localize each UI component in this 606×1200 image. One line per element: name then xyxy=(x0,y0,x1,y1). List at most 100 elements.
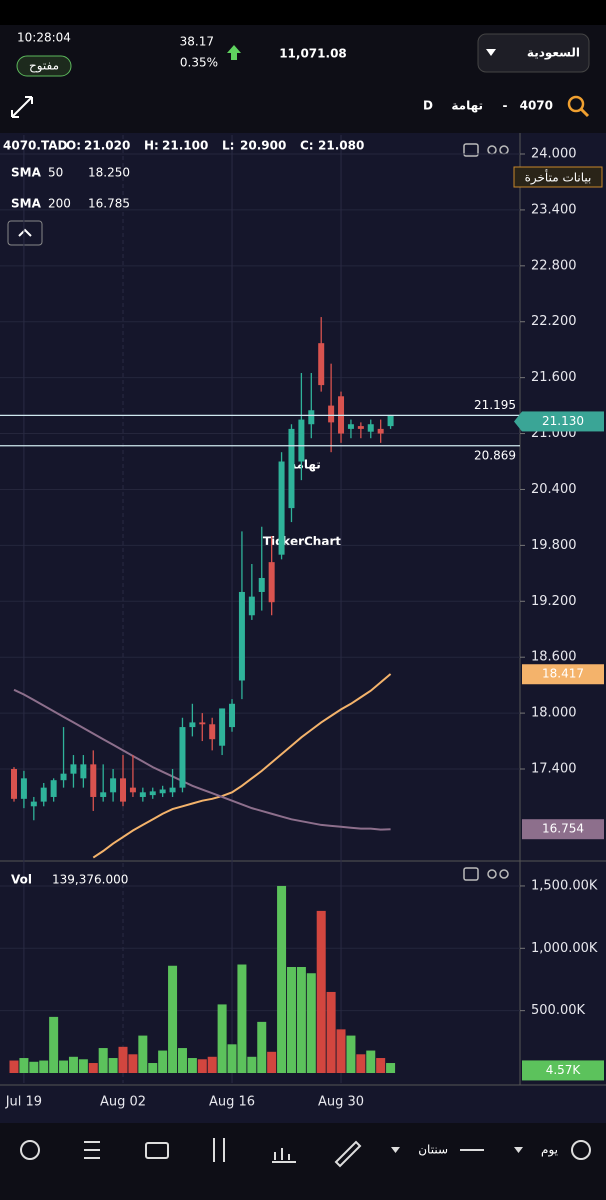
y-tick-label: 20.400 xyxy=(531,482,577,497)
x-tick-label: Jul 19 xyxy=(5,1095,42,1110)
candle-body xyxy=(308,410,315,425)
range-caret[interactable] xyxy=(391,1147,400,1153)
y-tick-label: 18.600 xyxy=(531,650,577,665)
volume-bar xyxy=(366,1050,376,1073)
plot: 21.195 20.869 xyxy=(0,135,525,1083)
drawing-icon[interactable] xyxy=(334,1140,362,1168)
pane-icon[interactable] xyxy=(499,869,509,879)
search-icon[interactable] xyxy=(567,95,585,113)
candle-body xyxy=(30,801,37,807)
collapse-caret xyxy=(18,228,32,237)
volume-bar xyxy=(68,1056,78,1073)
volume-bar xyxy=(376,1058,386,1073)
candle-body xyxy=(20,778,27,799)
indicators-icon[interactable] xyxy=(84,1141,100,1159)
volume-bar xyxy=(356,1054,366,1073)
ohlc-value: 20.900 xyxy=(240,139,286,153)
candle-body xyxy=(209,724,216,740)
y-tick-label: 18.000 xyxy=(531,706,577,721)
x-tick-label: Aug 30 xyxy=(318,1095,364,1110)
volume-bar xyxy=(237,964,247,1073)
candle-body xyxy=(40,787,47,802)
candle-body xyxy=(278,461,285,555)
clock-icon[interactable] xyxy=(571,1140,591,1160)
y-tick-label: 500.00K xyxy=(531,1003,585,1018)
y-tick-label: 19.800 xyxy=(531,538,577,553)
volume-bar xyxy=(306,973,316,1073)
volume-bar xyxy=(29,1061,39,1073)
y-tick-label: 21.600 xyxy=(531,370,577,385)
volume-bar xyxy=(336,1029,346,1073)
y-tick-label: 22.200 xyxy=(531,314,577,329)
expand-icon[interactable] xyxy=(11,96,33,118)
symbol-code: 4070 xyxy=(520,99,553,113)
candle-body xyxy=(179,727,186,788)
collapse-button[interactable] xyxy=(7,220,43,246)
x-tick-label: Aug 16 xyxy=(209,1095,255,1110)
market-dropdown[interactable] xyxy=(477,33,590,73)
up-arrow xyxy=(227,45,241,60)
volume-bar xyxy=(128,1054,138,1073)
time: 10:28:04 xyxy=(17,31,71,45)
volume-bar xyxy=(286,967,296,1073)
y-tick-label: 17.400 xyxy=(531,762,577,777)
candle-body xyxy=(318,343,325,386)
candle-body xyxy=(328,405,335,423)
candle-body xyxy=(367,424,374,432)
pane-icon[interactable] xyxy=(487,869,497,879)
volume-bar xyxy=(247,1056,257,1073)
volume-bar xyxy=(267,1051,277,1073)
volume-name: Vol xyxy=(11,873,32,887)
sma-value: 16.785 xyxy=(88,197,130,211)
camera-icon[interactable] xyxy=(145,1142,169,1159)
range[interactable]: سنتان xyxy=(418,1143,448,1157)
sma-value: 18.250 xyxy=(88,166,130,180)
volume-bar xyxy=(118,1046,128,1073)
level-label: 20.869 xyxy=(474,448,516,462)
sma-name: SMA xyxy=(11,197,42,211)
candle-body xyxy=(258,577,265,592)
sma-period: 200 xyxy=(48,197,71,211)
candle-body xyxy=(357,426,364,429)
candle-body xyxy=(110,778,117,793)
ohlc-key: C: xyxy=(300,139,314,153)
y-tick-label: 1,000.00K xyxy=(531,941,598,956)
pane-icon[interactable] xyxy=(463,867,479,881)
candle-body xyxy=(169,787,176,793)
price-badge-pointer xyxy=(514,411,522,432)
candle-body xyxy=(70,764,77,774)
candle-body xyxy=(11,769,17,799)
candle-body xyxy=(268,562,275,603)
market-state-pill xyxy=(16,55,72,77)
candle-body xyxy=(159,789,166,794)
price-badge-label: 18.417 xyxy=(542,667,584,681)
candle-icon[interactable] xyxy=(213,1138,225,1162)
price-badge xyxy=(522,1060,604,1081)
watermark-brand: TickerChart xyxy=(263,535,341,549)
x-tick-label: Aug 02 xyxy=(100,1095,146,1110)
volume-bar xyxy=(9,1060,19,1073)
volume-bar xyxy=(346,1035,356,1073)
price-badge xyxy=(522,819,604,840)
sma-line xyxy=(92,673,392,859)
index-change: 38.17 xyxy=(180,35,214,49)
ohlc-value: 21.100 xyxy=(162,139,208,153)
volume-value: 139,376.000 xyxy=(52,873,128,887)
volume-bar xyxy=(257,1021,267,1073)
interval[interactable]: يوم xyxy=(541,1143,558,1158)
interval-caret[interactable] xyxy=(514,1147,523,1153)
volume-bar xyxy=(98,1048,108,1073)
volume-bar xyxy=(316,910,326,1073)
candle-body xyxy=(50,780,57,797)
volume-bar xyxy=(187,1058,197,1073)
candle-body xyxy=(80,764,87,779)
settings-icon[interactable] xyxy=(20,1140,40,1160)
symbol-separator: - xyxy=(503,99,508,113)
chart-type-icon[interactable] xyxy=(272,1148,296,1163)
candle-body xyxy=(377,428,384,434)
pane-icon[interactable] xyxy=(463,143,479,157)
volume-bar xyxy=(88,1063,98,1073)
period[interactable]: D xyxy=(423,99,433,113)
volume-bar xyxy=(49,1016,59,1073)
volume-bar xyxy=(197,1059,207,1073)
